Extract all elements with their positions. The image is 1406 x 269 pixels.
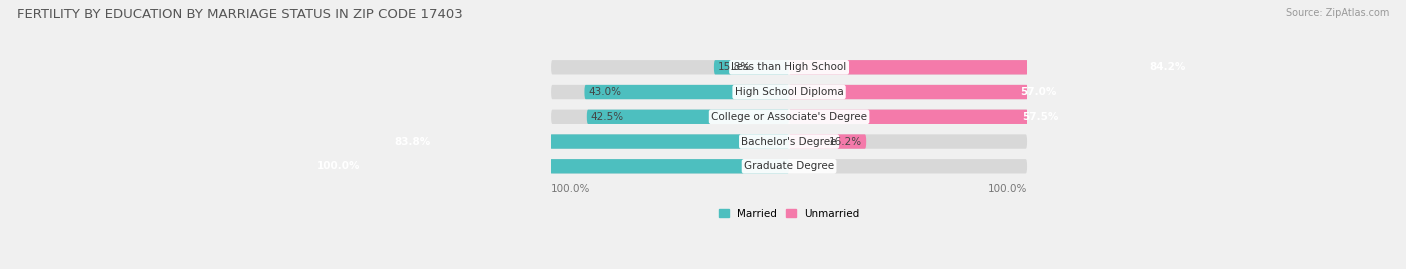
FancyBboxPatch shape [789,60,1189,75]
Text: 100.0%: 100.0% [551,184,591,194]
FancyBboxPatch shape [551,134,1026,149]
FancyBboxPatch shape [551,159,1026,174]
Text: 57.0%: 57.0% [1021,87,1056,97]
FancyBboxPatch shape [551,85,1026,99]
FancyBboxPatch shape [551,109,1026,124]
Text: Bachelor's Degree: Bachelor's Degree [741,137,837,147]
Text: 16.2%: 16.2% [830,137,862,147]
Text: 100.0%: 100.0% [316,161,360,171]
FancyBboxPatch shape [714,60,789,75]
Text: 100.0%: 100.0% [987,184,1026,194]
Text: College or Associate's Degree: College or Associate's Degree [711,112,868,122]
Text: 83.8%: 83.8% [394,137,430,147]
Text: Source: ZipAtlas.com: Source: ZipAtlas.com [1285,8,1389,18]
FancyBboxPatch shape [391,134,789,149]
Text: 84.2%: 84.2% [1150,62,1187,72]
Text: 15.8%: 15.8% [717,62,751,72]
FancyBboxPatch shape [789,134,866,149]
FancyBboxPatch shape [586,109,789,124]
FancyBboxPatch shape [789,109,1063,124]
Text: FERTILITY BY EDUCATION BY MARRIAGE STATUS IN ZIP CODE 17403: FERTILITY BY EDUCATION BY MARRIAGE STATU… [17,8,463,21]
Text: 43.0%: 43.0% [588,87,621,97]
FancyBboxPatch shape [551,60,1026,75]
FancyBboxPatch shape [789,85,1060,99]
Text: High School Diploma: High School Diploma [735,87,844,97]
FancyBboxPatch shape [585,85,789,99]
Text: Less than High School: Less than High School [731,62,846,72]
Text: Graduate Degree: Graduate Degree [744,161,834,171]
FancyBboxPatch shape [314,159,789,174]
Text: 42.5%: 42.5% [591,112,624,122]
Text: 57.5%: 57.5% [1022,112,1059,122]
Legend: Married, Unmarried: Married, Unmarried [718,208,859,218]
